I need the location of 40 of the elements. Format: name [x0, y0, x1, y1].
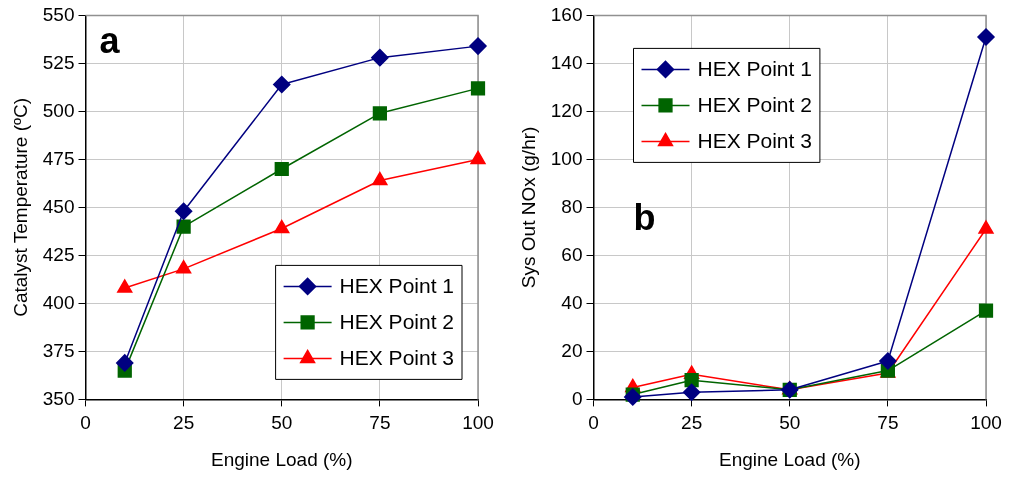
annotation: b [633, 197, 656, 239]
x-tick-label: 25 [173, 412, 195, 434]
y-axis-title: Catalyst Temperature (ºC) [9, 97, 31, 317]
x-tick-label: 75 [877, 412, 899, 434]
y-tick-label: 500 [42, 99, 75, 121]
x-tick-label: 75 [369, 412, 391, 434]
y-tick-label: 375 [42, 339, 75, 361]
y-tick-label: 20 [561, 339, 583, 361]
y-axis-title: Sys Out NOx (g/hr) [517, 126, 539, 289]
y-tick-label: 425 [42, 243, 75, 265]
y-tick-label: 475 [42, 147, 75, 169]
legend-label: HEX Point 3 [339, 346, 455, 370]
y-tick-label: 140 [550, 51, 583, 73]
x-tick-label: 0 [80, 412, 91, 434]
y-tick-label: 120 [550, 99, 583, 121]
y-tick-label: 0 [571, 387, 583, 409]
y-tick-label: 350 [42, 387, 75, 409]
y-tick-label: 450 [42, 195, 75, 217]
x-tick-label: 100 [462, 412, 494, 434]
x-tick-label: 0 [588, 412, 599, 434]
y-tick-label: 80 [561, 195, 583, 217]
x-tick-label: 25 [681, 412, 703, 434]
legend-label: HEX Point 3 [697, 129, 812, 153]
y-tick-label: 550 [42, 3, 75, 25]
x-tick-label: 50 [271, 412, 293, 434]
legend-label: HEX Point 2 [339, 310, 455, 334]
x-tick-label: 50 [779, 412, 801, 434]
legend-label: HEX Point 1 [339, 274, 455, 298]
y-tick-label: 60 [561, 243, 583, 265]
legend-label: HEX Point 2 [697, 93, 812, 117]
x-axis-title: Engine Load (%) [210, 448, 353, 470]
y-tick-label: 100 [550, 147, 583, 169]
y-tick-label: 40 [561, 291, 583, 313]
legend-label: HEX Point 1 [697, 57, 812, 81]
y-tick-label: 160 [550, 3, 583, 25]
y-tick-label: 525 [42, 51, 75, 73]
x-axis-title: Engine Load (%) [718, 448, 861, 470]
x-tick-label: 100 [970, 412, 1002, 434]
annotation: a [99, 20, 121, 62]
y-tick-label: 400 [42, 291, 75, 313]
